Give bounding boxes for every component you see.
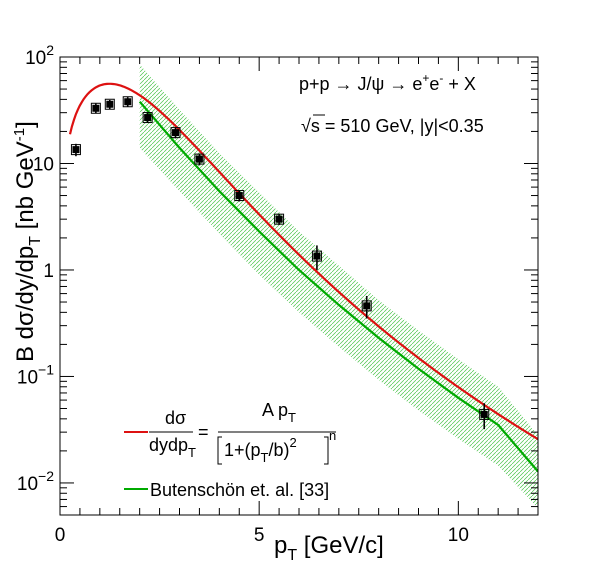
marker: [195, 155, 203, 163]
data-point: [194, 153, 205, 166]
marker: [72, 146, 80, 154]
data-point: [234, 190, 245, 202]
marker: [144, 114, 152, 122]
data-point: [122, 96, 133, 108]
x-tick-label: 10: [448, 525, 469, 546]
marker: [124, 98, 132, 106]
data-point: [479, 403, 490, 430]
marker: [363, 302, 371, 310]
theory-central-line: [138, 100, 538, 473]
legend-fit-eq: =: [198, 422, 209, 442]
theory-band-layer: [139, 64, 538, 509]
sys-error-box: [361, 300, 372, 312]
y-tick-label: 10: [33, 154, 54, 175]
data-point: [170, 127, 181, 139]
x-axis-title: pT [GeV/c]: [274, 532, 384, 564]
ticks-layer: [59, 56, 539, 516]
sys-error-box: [311, 250, 322, 262]
marker: [106, 100, 114, 108]
y-tick-label: 10−2: [17, 468, 54, 495]
marker: [235, 192, 243, 200]
legend-fit-den: dydpT: [149, 435, 196, 460]
data-point: [361, 295, 372, 319]
legend-fit-rhs-den: 1+(pT/b)2: [224, 435, 297, 465]
marker: [313, 252, 321, 260]
data-point: [311, 245, 322, 270]
marker: [275, 215, 283, 223]
data-point: [90, 102, 101, 114]
sys-error-box: [479, 408, 490, 420]
fit-curve: [68, 82, 538, 441]
svg-text:√s = 510 GeV, |y|<0.35: √s = 510 GeV, |y|<0.35: [301, 116, 484, 136]
legend-fit-num: dσ: [165, 408, 186, 428]
legend-entry-fit: dσ dydpT = A pT 1+(pT/b)2 n: [124, 400, 336, 465]
sys-error-box: [194, 153, 205, 165]
x-tick-label: 0: [55, 525, 66, 546]
y-tick-labels: 10−2 10−1 1 10 102: [17, 42, 54, 495]
y-tick-label: 1: [43, 261, 54, 282]
legend-fit-rhs-num: A pT: [262, 400, 296, 425]
process-annotation: p+p → J/ψ → e+e- + X: [299, 71, 476, 94]
marker: [172, 129, 180, 137]
data-point: [142, 112, 153, 124]
data-points-layer: [70, 96, 490, 430]
sys-error-box: [122, 96, 133, 108]
sys-error-box: [104, 98, 115, 110]
theory-band: [139, 64, 538, 509]
legend-fit-exp: n: [329, 428, 336, 443]
sys-error-box: [142, 112, 153, 124]
marker: [92, 104, 100, 112]
x-tick-labels: 0 5 10: [55, 525, 469, 546]
sys-error-box: [274, 213, 285, 225]
marker: [480, 410, 488, 418]
sys-error-box: [70, 144, 81, 156]
sys-error-box: [170, 127, 181, 139]
legend: dσ dydpT = A pT 1+(pT/b)2 n Butenschön e…: [124, 400, 336, 500]
curve-layer: [68, 82, 538, 473]
x-tick-label: 5: [254, 525, 265, 546]
sys-error-box: [90, 102, 101, 114]
data-point: [104, 98, 115, 110]
legend-entry-band: Butenschön et. al. [33]: [124, 480, 329, 500]
sys-error-box: [234, 190, 245, 202]
energy-annotation: √s = 510 GeV, |y|<0.35: [301, 114, 484, 136]
y-axis-title: B dσ/dy/dpT [nb GeV-1]: [11, 121, 44, 362]
data-point: [274, 213, 285, 225]
y-tick-label: 10−1: [17, 361, 54, 388]
y-tick-label: 102: [25, 42, 54, 69]
data-point: [70, 143, 81, 157]
legend-band-label: Butenschön et. al. [33]: [150, 480, 329, 500]
